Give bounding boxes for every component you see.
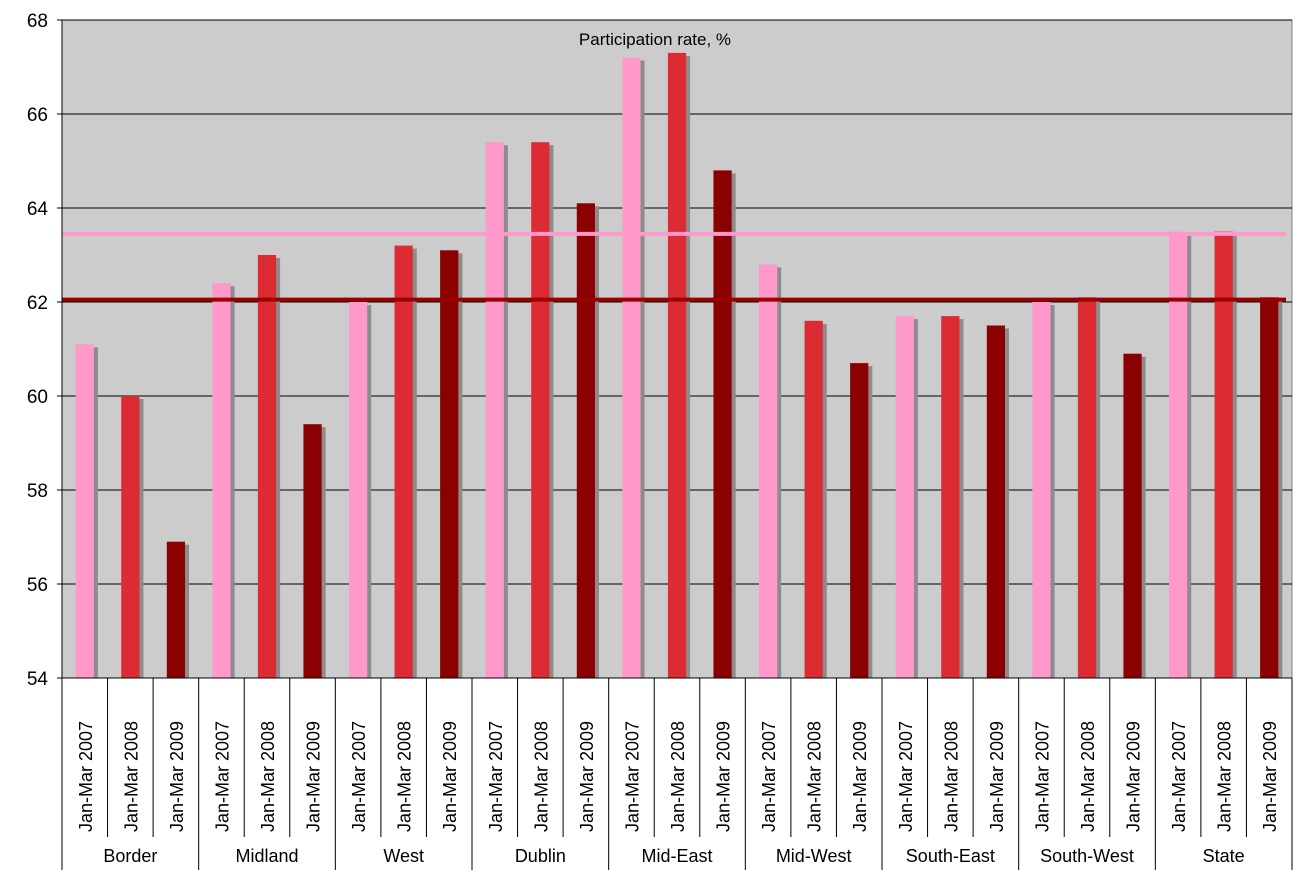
bar bbox=[759, 264, 778, 678]
y-tick-label: 68 bbox=[27, 11, 48, 32]
y-tick-label: 58 bbox=[27, 481, 48, 502]
group-label: West bbox=[383, 846, 424, 866]
x-axis: Jan-Mar 2007 Jan-Mar 2008 Jan-Mar 2009 Bord… bbox=[61, 677, 1293, 870]
bar bbox=[1123, 353, 1142, 678]
x-tick-label: Jan-Mar 2008 bbox=[121, 721, 141, 832]
x-tick-label: Jan-Mar 2007 bbox=[1032, 721, 1052, 832]
bar bbox=[212, 283, 231, 678]
bar bbox=[303, 424, 322, 678]
bar bbox=[440, 250, 459, 679]
bar bbox=[349, 302, 368, 678]
x-tick-label: Jan-Mar 2008 bbox=[805, 721, 825, 832]
bar bbox=[1260, 297, 1279, 678]
group-label: State bbox=[1203, 846, 1245, 866]
bar bbox=[257, 255, 277, 678]
group-label: Mid-East bbox=[641, 846, 712, 866]
x-tick-label: Jan-Mar 2008 bbox=[258, 721, 278, 832]
bar bbox=[622, 57, 641, 679]
bar bbox=[531, 142, 550, 678]
x-tick-label: Jan-Mar 2009 bbox=[304, 721, 324, 832]
group-label: Border bbox=[103, 846, 157, 866]
bar bbox=[941, 316, 960, 678]
bar bbox=[576, 203, 595, 679]
x-tick-label: Jan-Mar 2007 bbox=[486, 721, 506, 832]
bar bbox=[713, 170, 732, 678]
bar bbox=[850, 363, 869, 678]
group-label: Mid-West bbox=[776, 846, 852, 866]
bar bbox=[804, 320, 823, 678]
bar bbox=[1032, 302, 1051, 678]
x-tick-label: Jan-Mar 2007 bbox=[759, 721, 779, 832]
group-label: Dublin bbox=[515, 846, 566, 866]
bar bbox=[895, 316, 914, 678]
x-tick-label: Jan-Mar 2009 bbox=[440, 721, 460, 832]
x-tick-label: Jan-Mar 2009 bbox=[1124, 721, 1144, 832]
bar bbox=[166, 541, 185, 678]
x-tick-label: Jan-Mar 2009 bbox=[577, 721, 597, 832]
x-tick-label: Jan-Mar 2007 bbox=[1169, 721, 1189, 832]
x-tick-label: Jan-Mar 2009 bbox=[167, 721, 187, 832]
bar bbox=[667, 52, 687, 678]
y-tick-label: 54 bbox=[27, 669, 49, 690]
chart-title: Participation rate, % bbox=[579, 30, 731, 49]
y-tick-label: 66 bbox=[27, 105, 48, 126]
x-tick-label: Jan-Mar 2008 bbox=[941, 721, 961, 832]
bar bbox=[1077, 297, 1097, 678]
x-tick-label: Jan-Mar 2008 bbox=[1215, 721, 1235, 832]
bars-layer bbox=[75, 52, 1283, 679]
y-axis: 54 56 58 60 62 64 66 68 bbox=[27, 11, 63, 690]
x-tick-label: Jan-Mar 2007 bbox=[76, 721, 96, 832]
x-tick-label: Jan-Mar 2007 bbox=[349, 721, 369, 832]
x-tick-label: Jan-Mar 2009 bbox=[987, 721, 1007, 832]
y-tick-label: 64 bbox=[27, 199, 49, 220]
reference-lines bbox=[62, 231, 1286, 302]
group-label: South-East bbox=[906, 846, 995, 866]
y-tick-label: 56 bbox=[27, 575, 48, 596]
x-tick-label: Jan-Mar 2008 bbox=[531, 721, 551, 832]
x-tick-label: Jan-Mar 2008 bbox=[1078, 721, 1098, 832]
x-tick-label: Jan-Mar 2007 bbox=[212, 721, 232, 832]
bar bbox=[1214, 231, 1233, 678]
x-tick-label: Jan-Mar 2007 bbox=[622, 721, 642, 832]
x-tick-label: Jan-Mar 2009 bbox=[850, 721, 870, 832]
x-tick-label: Jan-Mar 2008 bbox=[668, 721, 688, 832]
bar bbox=[485, 142, 504, 678]
x-tick-label: Jan-Mar 2009 bbox=[714, 721, 734, 832]
x-tick-label: Jan-Mar 2008 bbox=[395, 721, 415, 832]
group-label: Midland bbox=[235, 846, 298, 866]
y-tick-label: 60 bbox=[27, 387, 48, 408]
x-tick-label: Jan-Mar 2009 bbox=[1260, 721, 1280, 832]
bar bbox=[121, 396, 140, 678]
y-tick-label: 62 bbox=[27, 293, 48, 314]
x-tick-label: Jan-Mar 2007 bbox=[896, 721, 916, 832]
bar bbox=[1169, 231, 1188, 678]
bar bbox=[75, 344, 94, 678]
bar bbox=[986, 325, 1005, 678]
group-label: South-West bbox=[1040, 846, 1134, 866]
bar bbox=[394, 245, 413, 678]
